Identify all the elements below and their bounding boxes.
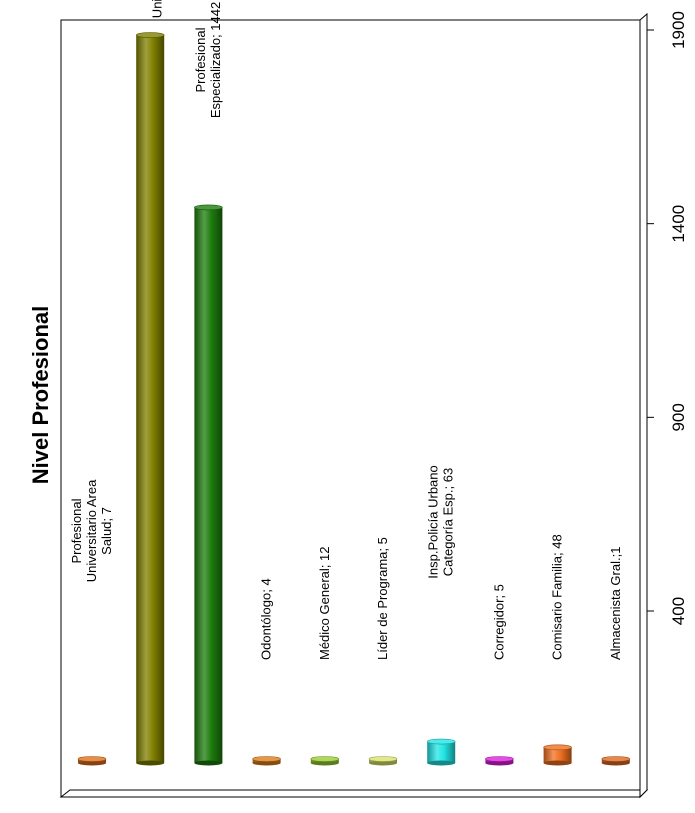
bar-top (310, 756, 340, 762)
bar-1 (135, 32, 165, 766)
bar-body (543, 747, 572, 763)
data-label: Corregidor; 5 (491, 584, 506, 660)
bar-top (135, 32, 165, 38)
value-axis: 400 900 1400 1900 (647, 11, 688, 625)
bar-top (77, 756, 107, 762)
bar-9 (601, 756, 631, 766)
tick-label: 900 (669, 403, 688, 431)
bar-top (426, 738, 456, 745)
data-label: Universitario; 1887 (150, 0, 165, 18)
data-label: Universitario Area (84, 479, 99, 582)
bar-top (485, 756, 514, 762)
bar-top (252, 756, 281, 762)
bar-base (427, 760, 456, 766)
bar-body (194, 207, 223, 763)
bar-base (252, 760, 281, 766)
data-label: Comisario Familia; 48 (550, 534, 565, 660)
bar-body (136, 35, 165, 763)
tick-label: 1400 (669, 205, 688, 243)
tick-label: 400 (669, 597, 688, 625)
data-label: Salud; 7 (99, 507, 114, 555)
bar-base (194, 760, 223, 766)
data-label: Profesional (69, 498, 84, 563)
bar-base (136, 760, 165, 766)
bar-base (369, 760, 397, 766)
plot-frame (59, 12, 649, 799)
data-label: Especializado; 1442 (208, 2, 223, 118)
data-label: Médico General; 12 (317, 547, 332, 660)
bar-body (427, 741, 456, 763)
bar-base (78, 760, 106, 766)
bar-4 (310, 756, 340, 766)
data-label: Líder de Programa; 5 (375, 537, 390, 660)
data-label: Profesional (193, 27, 208, 92)
bar-top (368, 756, 398, 762)
bar-base (310, 760, 339, 766)
data-labels-group: Profesional Universitario Area Salud; 7Pro… (69, 0, 623, 660)
bar-8 (543, 744, 572, 766)
chart-title: Nivel Profesional (28, 306, 53, 485)
bar-top (194, 204, 223, 211)
bars-group (77, 32, 631, 766)
bar-base (485, 760, 514, 766)
bar-base (543, 760, 572, 766)
data-label: Insp.Policía Urbano (426, 465, 441, 578)
tick-label: 1900 (669, 11, 688, 49)
bar-3 (252, 756, 281, 766)
bar-top (543, 744, 572, 751)
bar-0 (77, 756, 107, 766)
data-label: Almacenista Gral.;1 (608, 547, 623, 660)
bar-5 (368, 756, 398, 766)
data-label: Categoría Esp.; 63 (441, 468, 456, 576)
bar-6 (426, 738, 456, 766)
bar-2 (194, 204, 223, 766)
data-label: Odontólogo; 4 (259, 578, 274, 660)
bar-base (601, 760, 630, 766)
bar-top (601, 756, 631, 762)
bar-7 (485, 756, 514, 766)
